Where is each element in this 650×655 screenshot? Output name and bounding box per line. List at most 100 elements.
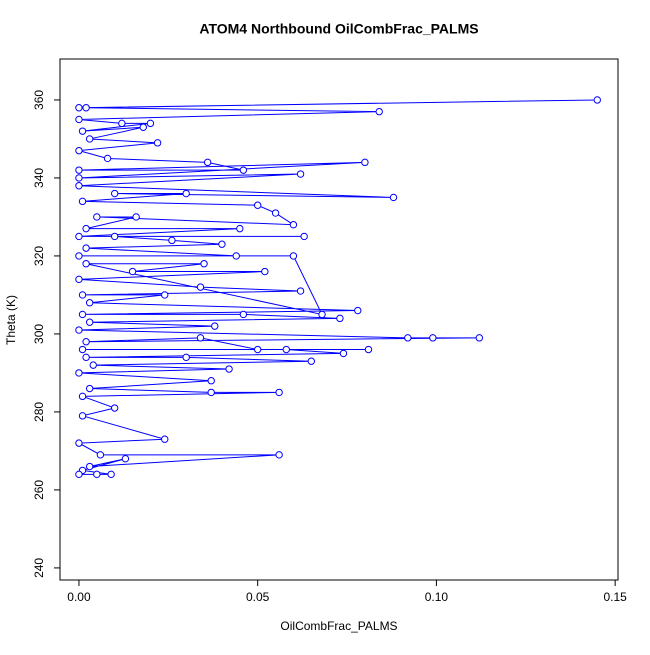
data-point [75,104,83,112]
data-point [82,353,90,362]
data-point [89,361,97,369]
data-point [253,201,262,209]
x-tick-label: 0.15 [603,590,627,604]
data-point [203,158,212,167]
y-tick-label: 360 [32,90,46,110]
data-point [275,451,283,459]
y-tick-label: 240 [32,558,46,578]
y-tick-label: 280 [32,402,46,422]
data-point [78,310,87,319]
data-point [253,345,262,354]
data-point [78,392,87,401]
data-point [85,135,94,143]
data-point [389,193,398,202]
data-point [85,384,94,393]
data-point [307,357,315,365]
data-point [404,334,412,342]
data-point [110,404,119,412]
data-point [300,232,308,241]
data-point [75,252,83,260]
data-point [78,127,87,135]
x-tick-label: 0.10 [425,590,449,604]
data-point [289,252,298,260]
data-point [207,377,215,385]
data-point [207,388,215,397]
data-point [75,326,83,334]
data-point [364,345,373,354]
data-point [296,287,305,295]
data-point [75,146,83,155]
data-point [239,166,248,174]
data-point [128,267,137,276]
data-point [82,260,90,268]
data-point [200,260,208,268]
data-point [75,115,83,124]
data-point [289,221,298,229]
data-point [75,232,83,241]
data-point [78,197,87,206]
data-point [218,240,226,248]
data-point [336,314,344,323]
x-tick-label: 0.00 [67,590,91,604]
x-axis-label: OilCombFrac_PALMS [280,619,397,633]
data-point [132,213,140,221]
data-point [296,170,305,178]
data-point [211,322,219,330]
data-point [146,119,155,128]
data-point [75,182,83,190]
data-point [85,462,94,471]
data-point [75,439,83,447]
data-point [75,470,83,479]
data-point [103,154,112,163]
data-point [85,299,94,307]
y-axis-label: Theta (K) [4,295,18,345]
data-point [593,96,601,104]
data-point [271,209,280,217]
data-point [78,412,87,420]
data-point [110,232,119,241]
data-point [225,365,233,373]
data-point [78,291,87,299]
data-point [82,104,90,112]
data-point [75,369,83,377]
y-tick-label: 340 [32,168,46,188]
data-point [282,345,290,354]
data-point [118,119,126,128]
data-point [261,267,269,276]
data-point [236,224,244,233]
data-point [475,334,484,342]
y-tick-label: 320 [32,246,46,266]
data-point [82,244,90,252]
data-point [153,139,162,147]
data-point [139,123,147,131]
data-point [161,291,169,299]
y-tick-label: 300 [32,324,46,344]
chart-title: ATOM4 Northbound OilCombFrac_PALMS [199,21,478,37]
data-point [75,174,83,182]
data-point [96,451,105,459]
data-point [429,334,437,342]
data-point [85,318,94,326]
x-tick-label: 0.05 [246,590,270,604]
data-point [168,236,176,245]
data-point [110,189,119,198]
data-point [93,213,101,221]
data-point [82,338,90,346]
data-point [275,388,283,397]
data-point [161,435,169,443]
data-point [182,189,190,198]
data-point [78,345,87,354]
data-point [196,283,205,291]
data-point [239,310,248,319]
data-point [232,252,240,260]
data-point [75,275,83,284]
data-point [339,349,348,358]
data-point [182,353,190,362]
data-point [196,334,205,342]
data-point [82,224,90,233]
data-point [354,306,362,315]
data-point [75,166,83,174]
